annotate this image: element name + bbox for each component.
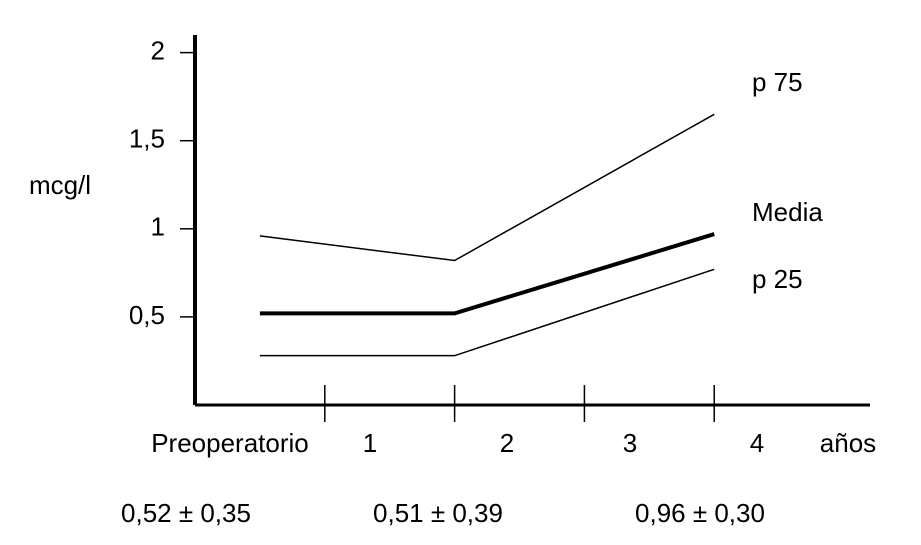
x-label: 1 bbox=[363, 428, 377, 458]
x-label: 3 bbox=[623, 428, 637, 458]
y-axis-label: mcg/l bbox=[29, 170, 91, 200]
x-label: años bbox=[820, 428, 876, 458]
series-line bbox=[259, 232, 715, 316]
series-label: p 75 bbox=[752, 67, 803, 97]
x-label: 4 bbox=[750, 428, 764, 458]
y-tick-label: 1,5 bbox=[129, 124, 165, 154]
annotation: 0,96 ± 0,30 bbox=[635, 498, 765, 528]
x-label: 2 bbox=[500, 428, 514, 458]
y-tick-label: 1 bbox=[151, 212, 165, 242]
series-label: Media bbox=[752, 197, 823, 227]
x-label: Preoperatorio bbox=[151, 428, 309, 458]
series-label: p 25 bbox=[752, 264, 803, 294]
y-tick-label: 2 bbox=[151, 35, 165, 65]
series-line bbox=[259, 268, 715, 357]
annotation: 0,52 ± 0,35 bbox=[121, 498, 251, 528]
y-tick-label: 0,5 bbox=[129, 300, 165, 330]
series-line bbox=[259, 113, 715, 262]
annotation: 0,51 ± 0,39 bbox=[373, 498, 503, 528]
